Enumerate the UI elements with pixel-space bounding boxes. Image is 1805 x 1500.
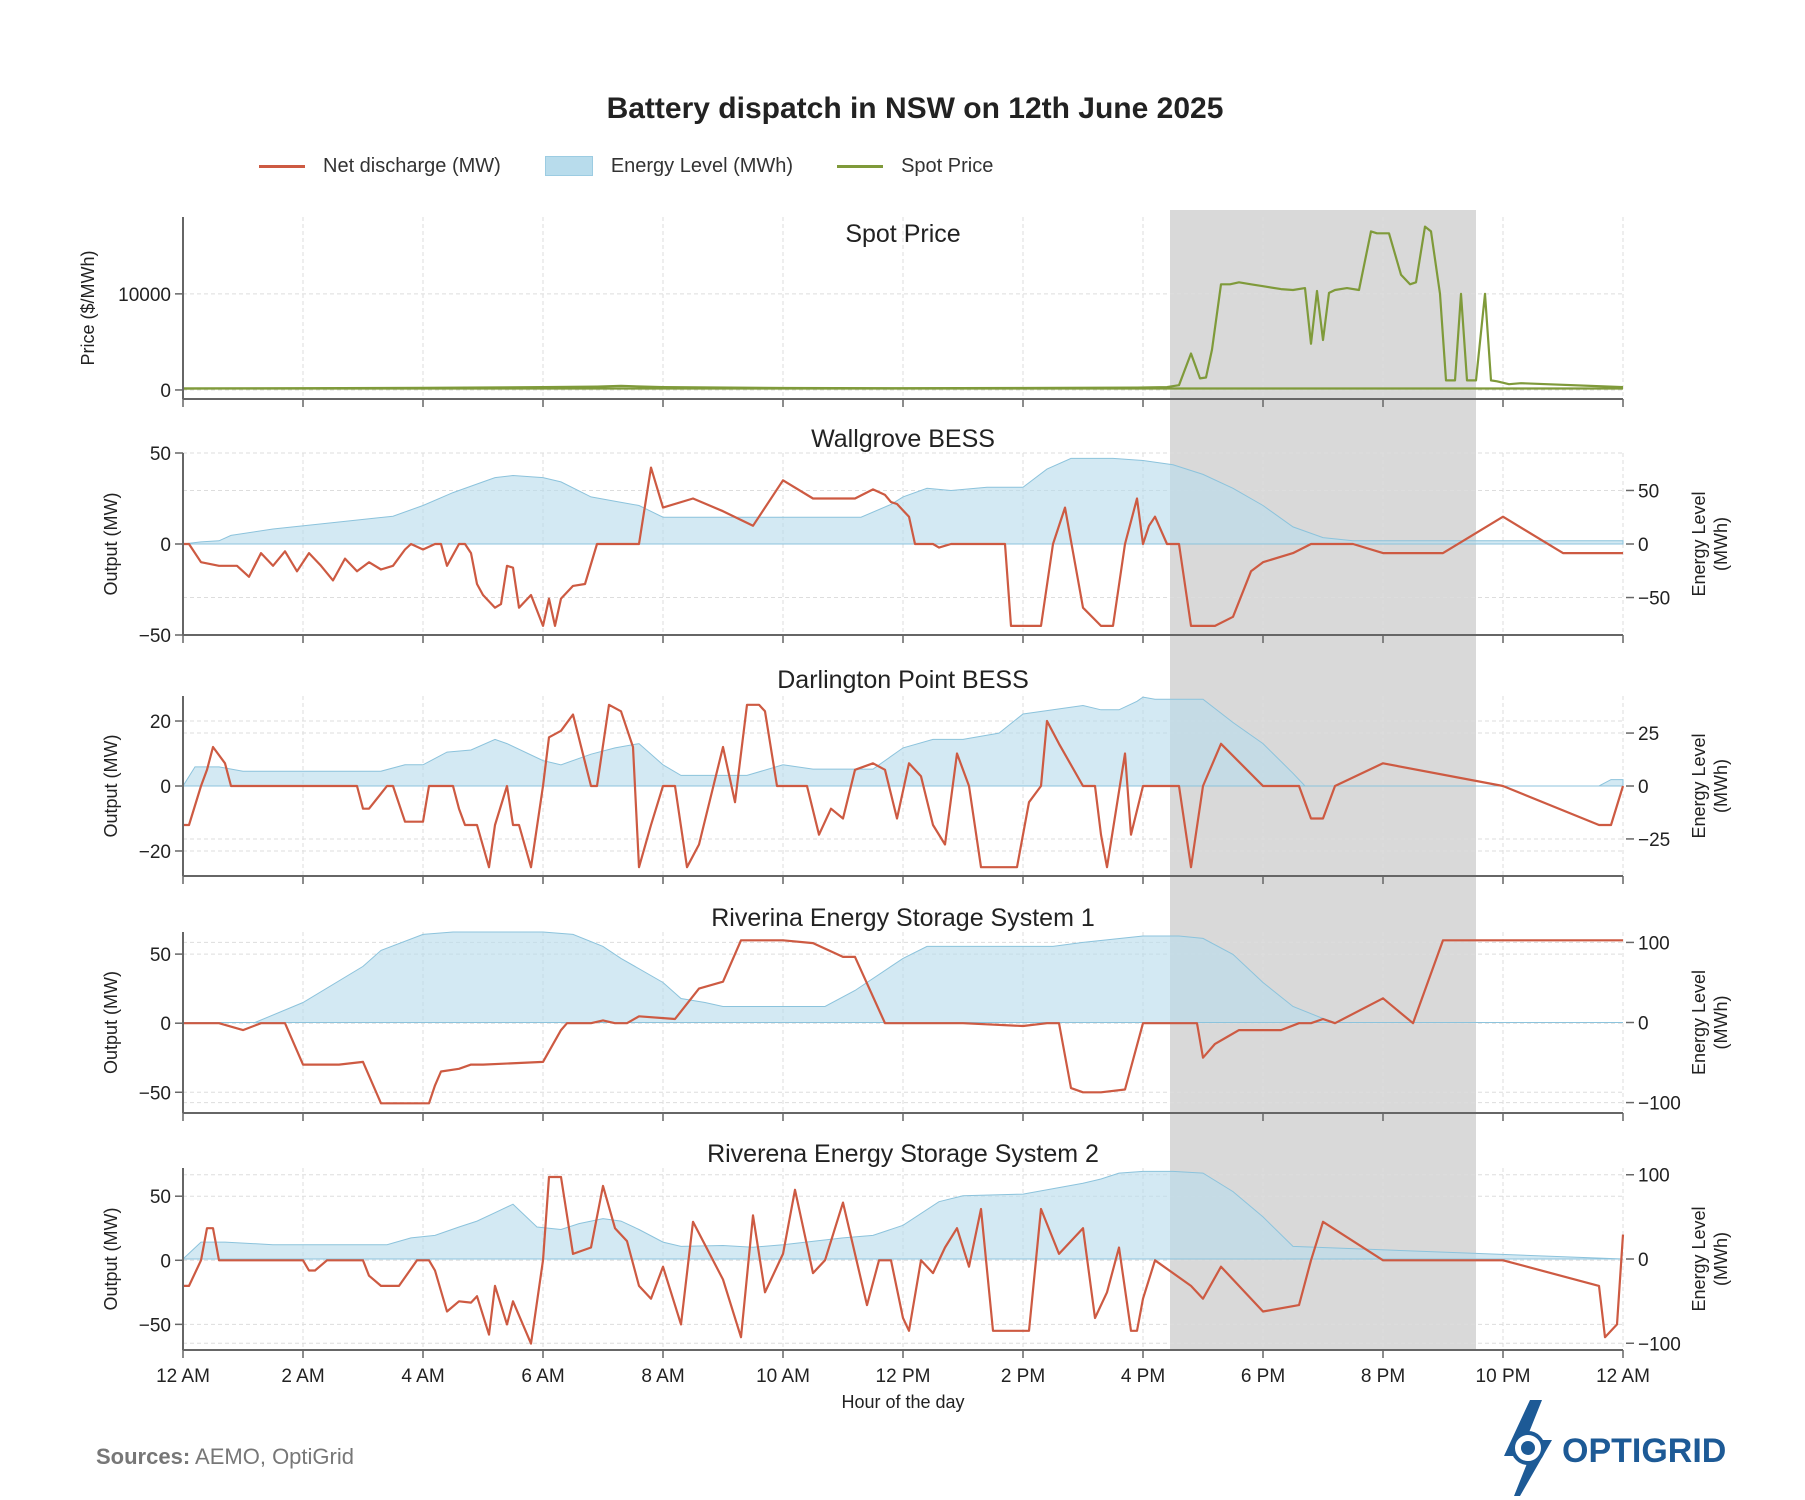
- energy-level-area: [181, 1170, 1624, 1260]
- legend-swatch-energy-level: [544, 156, 593, 176]
- y-tick-label-right: 0: [1638, 777, 1649, 798]
- y-tick-label: −20: [139, 842, 171, 863]
- y-tick-label-right: 100: [1638, 933, 1670, 954]
- optigrid-logo: OPTIGRID: [1504, 1400, 1726, 1496]
- x-tick-label: 4 AM: [401, 1366, 444, 1387]
- energy-level-area: [183, 931, 1623, 1023]
- panel-title: Wallgrove BESS: [811, 425, 995, 453]
- sources-footer: Sources: AEMO, OptiGrid: [96, 1444, 354, 1470]
- x-tick-label: 6 PM: [1241, 1366, 1285, 1387]
- y-tick-label-right: 100: [1638, 1166, 1670, 1187]
- x-tick-label: 8 AM: [641, 1366, 684, 1387]
- y-tick-label-right: −100: [1638, 1334, 1681, 1355]
- panel-riverena-energy-storage-system-2: −50 0 50 −100 0 100 Riverena Energy Storage Sy…: [101, 1140, 1731, 1358]
- x-tick-label: 2 PM: [1001, 1366, 1045, 1387]
- panel-title: Riverena Energy Storage System 2: [707, 1140, 1099, 1168]
- y-axis-label-right-line: (MWh): [1711, 1232, 1731, 1286]
- y-tick-label: 20: [150, 712, 171, 733]
- sources-text: AEMO, OptiGrid: [190, 1444, 354, 1469]
- net-discharge-line: [183, 1175, 1625, 1345]
- y-tick-label-right: −25: [1638, 830, 1670, 851]
- y-axis-label: Output (MW): [101, 492, 121, 595]
- y-tick-label: −50: [139, 1315, 171, 1336]
- y-axis-label-right-line: (MWh): [1711, 996, 1731, 1050]
- legend: Net discharge (MW) Energy Level (MWh) Sp…: [259, 152, 1037, 180]
- legend-item-net-discharge: Net discharge (MW): [259, 155, 501, 178]
- y-tick-label: 0: [160, 1014, 171, 1035]
- y-axis-label-right-line: Energy Level: [1689, 491, 1709, 596]
- x-tick-label: 6 AM: [521, 1366, 564, 1387]
- x-tick-label: 12 PM: [876, 1366, 931, 1387]
- panel-title: Darlington Point BESS: [777, 666, 1029, 694]
- y-axis-label-right: Energy Level (MWh): [1689, 491, 1731, 596]
- legend-item-spot-price: Spot Price: [837, 155, 993, 178]
- y-tick-label: −50: [139, 626, 171, 647]
- logo-text: OPTIGRID: [1562, 1432, 1726, 1470]
- y-tick-label: 50: [150, 1187, 171, 1208]
- y-axis-label: Output (MW): [101, 971, 121, 1074]
- x-tick-label: 12 AM: [1596, 1366, 1650, 1387]
- y-axis-label-right-line: Energy Level: [1689, 1206, 1709, 1311]
- y-tick-label-right: 25: [1638, 724, 1659, 745]
- x-tick-label: 12 AM: [156, 1366, 210, 1387]
- panel-title: Spot Price: [845, 220, 960, 248]
- logo-core-icon: [1521, 1441, 1535, 1455]
- y-tick-label-right: 0: [1638, 1250, 1649, 1271]
- y-tick-label: 10000: [118, 285, 171, 306]
- panel-riverina-energy-storage-system-1: −50 0 50 −100 0 100 Riverina Energy Storage Sy…: [101, 904, 1731, 1121]
- y-axis-label: Price ($/MWh): [78, 250, 98, 365]
- legend-label-energy-level: Energy Level (MWh): [610, 154, 794, 177]
- y-tick-label-right: 50: [1638, 481, 1659, 502]
- y-tick-label: 0: [160, 1251, 171, 1272]
- panel-darlington-point-bess: −20 0 20 −25 0 25 Darlington Point BESS Output …: [101, 666, 1731, 884]
- y-axis-label-right-line: Energy Level: [1689, 970, 1709, 1075]
- y-axis-label-right-line: (MWh): [1711, 759, 1731, 813]
- legend-swatch-net-discharge: [259, 164, 305, 168]
- legend-label-spot-price: Spot Price: [901, 154, 994, 177]
- y-axis-label-right: Energy Level (MWh): [1689, 733, 1731, 838]
- net-discharge-line: [183, 466, 1623, 627]
- y-tick-label-right: 0: [1638, 535, 1649, 556]
- x-axis-label: Hour of the day: [841, 1392, 964, 1412]
- y-tick-label: −50: [139, 1083, 171, 1104]
- x-tick-label: 10 AM: [756, 1366, 810, 1387]
- y-tick-label: 0: [160, 381, 171, 402]
- y-tick-label: 50: [150, 444, 171, 465]
- panel-spot-price: 0 10000 Spot Price Price ($/MWh): [78, 217, 1624, 407]
- net-discharge-line: [183, 939, 1623, 1105]
- y-axis-label-right: Energy Level (MWh): [1689, 970, 1731, 1075]
- y-axis-label-right: Energy Level (MWh): [1689, 1206, 1731, 1311]
- y-tick-label-right: 0: [1638, 1014, 1649, 1035]
- y-tick-label: 50: [150, 945, 171, 966]
- y-axis-label: Output (MW): [101, 1207, 121, 1310]
- y-axis-label-right-line: Energy Level: [1689, 733, 1709, 838]
- y-tick-label-right: −50: [1638, 589, 1670, 610]
- chart-title: Battery dispatch in NSW on 12th June 202…: [606, 92, 1224, 125]
- net-discharge-line: [183, 703, 1625, 869]
- y-tick-label-right: −100: [1638, 1094, 1681, 1115]
- energy-level-area: [182, 457, 1624, 545]
- y-tick-label: 0: [160, 535, 171, 556]
- x-tick-label: 4 PM: [1121, 1366, 1165, 1387]
- legend-swatch-spot-price: [837, 164, 884, 168]
- legend-item-energy-level: Energy Level (MWh): [544, 154, 794, 178]
- x-tick-label: 8 PM: [1361, 1366, 1405, 1387]
- x-tick-label: 10 PM: [1476, 1366, 1531, 1387]
- y-tick-label: 0: [160, 777, 171, 798]
- y-axis-label-right-line: (MWh): [1711, 517, 1731, 571]
- energy-level-area: [182, 696, 1624, 787]
- y-axis-label: Output (MW): [101, 734, 121, 837]
- panel-wallgrove-bess: −50 0 50 −50 0 50 Wallgrove BESS Output (MW) Ene…: [101, 425, 1731, 647]
- x-tick-label: 2 AM: [281, 1366, 324, 1387]
- legend-label-net-discharge: Net discharge (MW): [323, 154, 501, 177]
- sources-label: Sources:: [96, 1444, 191, 1469]
- panel-title: Riverina Energy Storage System 1: [711, 904, 1095, 932]
